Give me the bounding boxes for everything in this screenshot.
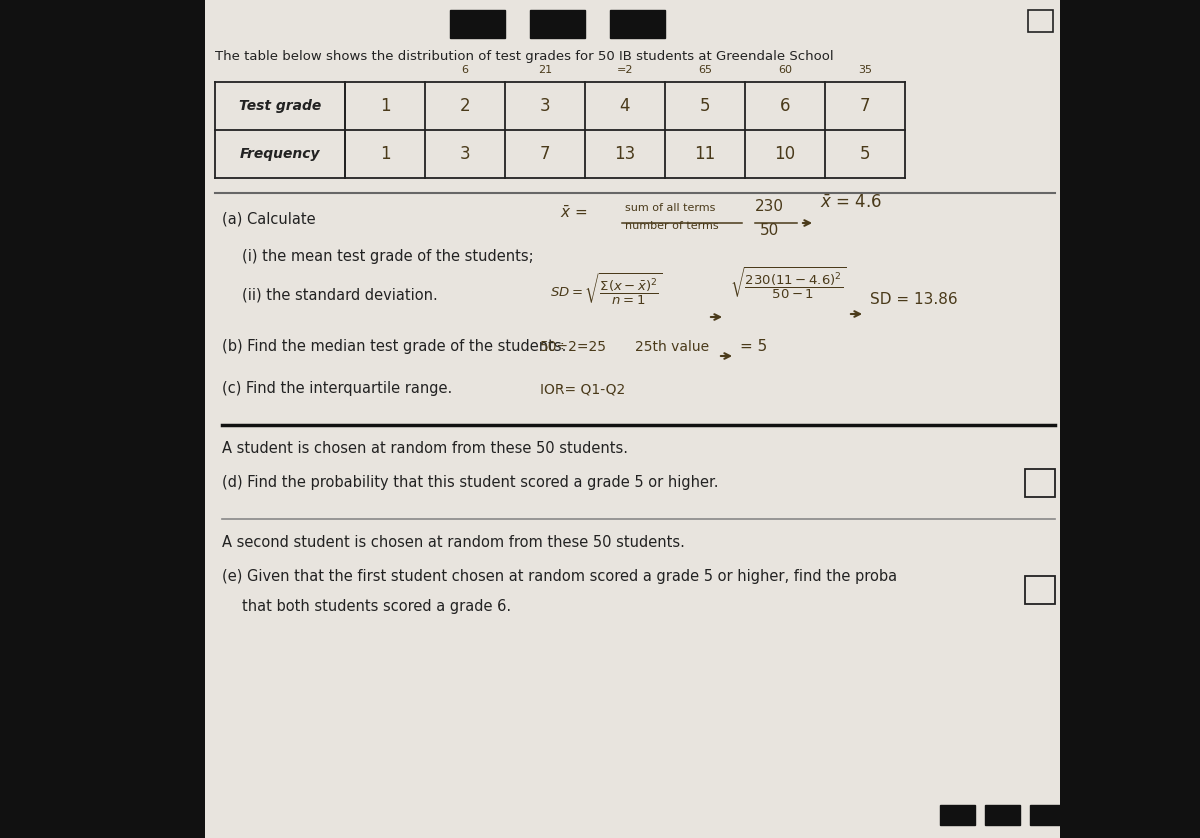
Text: that both students scored a grade 6.: that both students scored a grade 6. (242, 599, 511, 614)
Text: 50: 50 (760, 223, 779, 238)
Text: = 5: = 5 (740, 339, 767, 354)
Text: (b) Find the median test grade of the students.: (b) Find the median test grade of the st… (222, 339, 566, 354)
Text: 5: 5 (700, 97, 710, 115)
Text: number of terms: number of terms (625, 221, 719, 231)
Text: 2: 2 (460, 97, 470, 115)
Bar (940, 805, 974, 825)
Bar (205, 0, 1060, 838)
Text: sum of all terms: sum of all terms (625, 203, 715, 213)
Text: 65: 65 (698, 65, 712, 75)
Bar (530, 10, 586, 38)
Bar (1030, 805, 1066, 825)
Text: A second student is chosen at random from these 50 students.: A second student is chosen at random fro… (222, 535, 685, 550)
Text: SD = 13.86: SD = 13.86 (870, 292, 958, 307)
Text: $\bar{x}$ = 4.6: $\bar{x}$ = 4.6 (820, 194, 882, 212)
Text: 35: 35 (858, 65, 872, 75)
Text: 6: 6 (462, 65, 468, 75)
Bar (1025, 469, 1055, 497)
Bar (450, 10, 505, 38)
Text: Frequency: Frequency (240, 147, 320, 161)
Text: 21: 21 (538, 65, 552, 75)
Bar (1025, 576, 1055, 604)
Text: 7: 7 (540, 145, 551, 163)
Text: 4: 4 (619, 97, 630, 115)
Text: (i) the mean test grade of the students;: (i) the mean test grade of the students; (242, 249, 534, 264)
Bar (985, 805, 1020, 825)
Text: $\bar{x}$ =: $\bar{x}$ = (560, 204, 587, 221)
Text: (c) Find the interquartile range.: (c) Find the interquartile range. (222, 381, 452, 396)
Text: 3: 3 (540, 97, 551, 115)
Text: (d) Find the probability that this student scored a grade 5 or higher.: (d) Find the probability that this stude… (222, 475, 719, 490)
Text: 3: 3 (460, 145, 470, 163)
Text: (ii) the standard deviation.: (ii) the standard deviation. (242, 287, 438, 302)
Text: 11: 11 (695, 145, 715, 163)
Text: 5: 5 (859, 145, 870, 163)
Text: The table below shows the distribution of test grades for 50 IB students at Gree: The table below shows the distribution o… (215, 50, 834, 63)
Text: $\sqrt{\dfrac{230(11-4.6)^2}{50-1}}$: $\sqrt{\dfrac{230(11-4.6)^2}{50-1}}$ (730, 266, 846, 301)
Text: 60: 60 (778, 65, 792, 75)
Text: 13: 13 (614, 145, 636, 163)
Text: 50÷2=25: 50÷2=25 (540, 340, 607, 354)
Text: 25th value: 25th value (635, 340, 709, 354)
Bar (1028, 10, 1054, 32)
Bar (610, 10, 665, 38)
Text: (a) Calculate: (a) Calculate (222, 211, 316, 226)
Text: IOR= Q1-Q2: IOR= Q1-Q2 (540, 382, 625, 396)
Text: 230: 230 (755, 199, 784, 214)
Text: 1: 1 (379, 97, 390, 115)
Text: 10: 10 (774, 145, 796, 163)
Text: A student is chosen at random from these 50 students.: A student is chosen at random from these… (222, 441, 628, 456)
Text: Test grade: Test grade (239, 99, 322, 113)
Text: 1: 1 (379, 145, 390, 163)
Text: (e) Given that the first student chosen at random scored a grade 5 or higher, fi: (e) Given that the first student chosen … (222, 569, 898, 584)
Text: $SD=\sqrt{\dfrac{\Sigma(x-\bar{x})^2}{n=1}}$: $SD=\sqrt{\dfrac{\Sigma(x-\bar{x})^2}{n=… (550, 272, 662, 307)
Text: =2: =2 (617, 65, 634, 75)
Text: 7: 7 (859, 97, 870, 115)
Text: 6: 6 (780, 97, 791, 115)
